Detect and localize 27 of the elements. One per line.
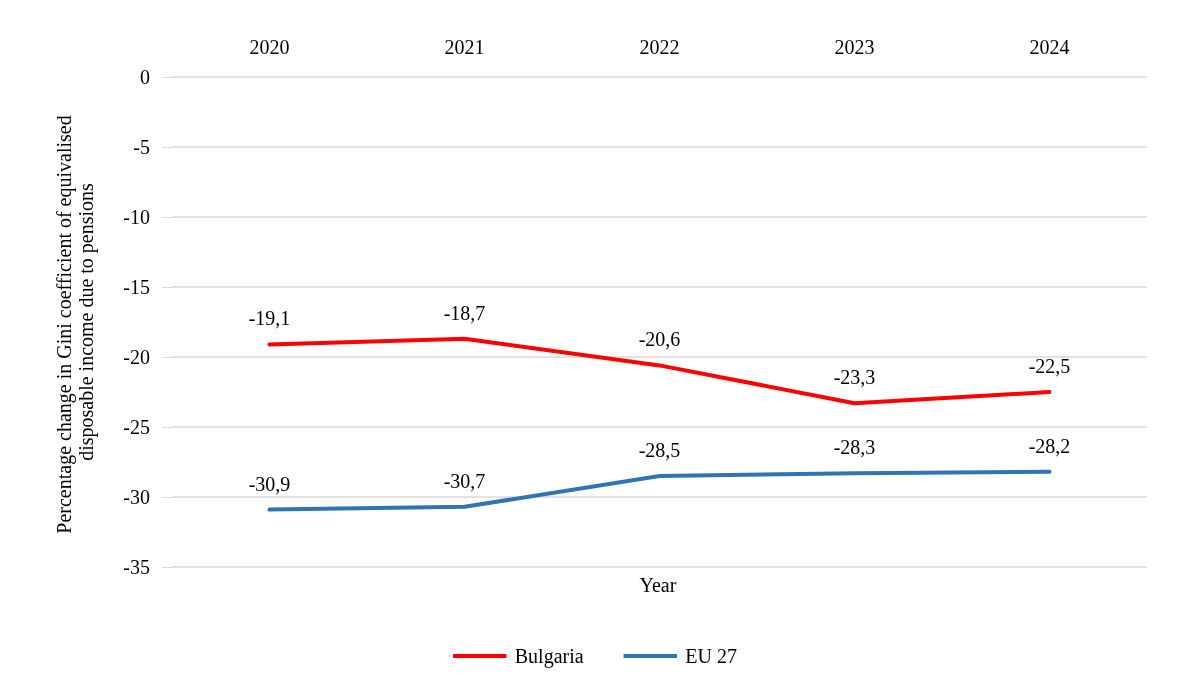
data-label: -18,7 bbox=[443, 301, 486, 324]
x-axis-title: Year bbox=[639, 574, 677, 596]
data-label: -28,3 bbox=[833, 436, 876, 459]
y-tick-label: -25 bbox=[123, 416, 150, 438]
y-tick-label: -35 bbox=[123, 556, 150, 578]
data-label: -22,5 bbox=[1028, 355, 1071, 377]
data-label: -28,5 bbox=[638, 439, 681, 461]
x-tick-label: 2021 bbox=[444, 36, 485, 58]
y-tick-label: -5 bbox=[133, 136, 150, 158]
data-label: -28,2 bbox=[1028, 434, 1071, 457]
y-tick-label: -15 bbox=[123, 276, 150, 298]
x-tick-label: 2020 bbox=[249, 36, 290, 58]
data-label: -30,7 bbox=[443, 469, 486, 492]
data-label: -20,6 bbox=[638, 328, 681, 351]
y-tick-label: -20 bbox=[123, 346, 150, 368]
y-tick-label: 0 bbox=[140, 66, 150, 88]
y-tick-label: -10 bbox=[123, 206, 150, 228]
legend-label: EU 27 bbox=[685, 645, 737, 667]
x-tick-label: 2022 bbox=[639, 36, 680, 58]
data-label: -19,1 bbox=[248, 307, 291, 330]
y-axis-title: Percentage change in Gini coefficient of equivalised disposable income due to pensions bbox=[53, 110, 98, 534]
legend-label: Bulgaria bbox=[514, 645, 584, 668]
x-tick-label: 2023 bbox=[834, 36, 875, 58]
data-label: -30,9 bbox=[248, 472, 291, 495]
y-tick-label: -30 bbox=[123, 486, 150, 508]
data-label: -23,3 bbox=[833, 366, 876, 389]
x-tick-label: 2024 bbox=[1029, 36, 1070, 58]
